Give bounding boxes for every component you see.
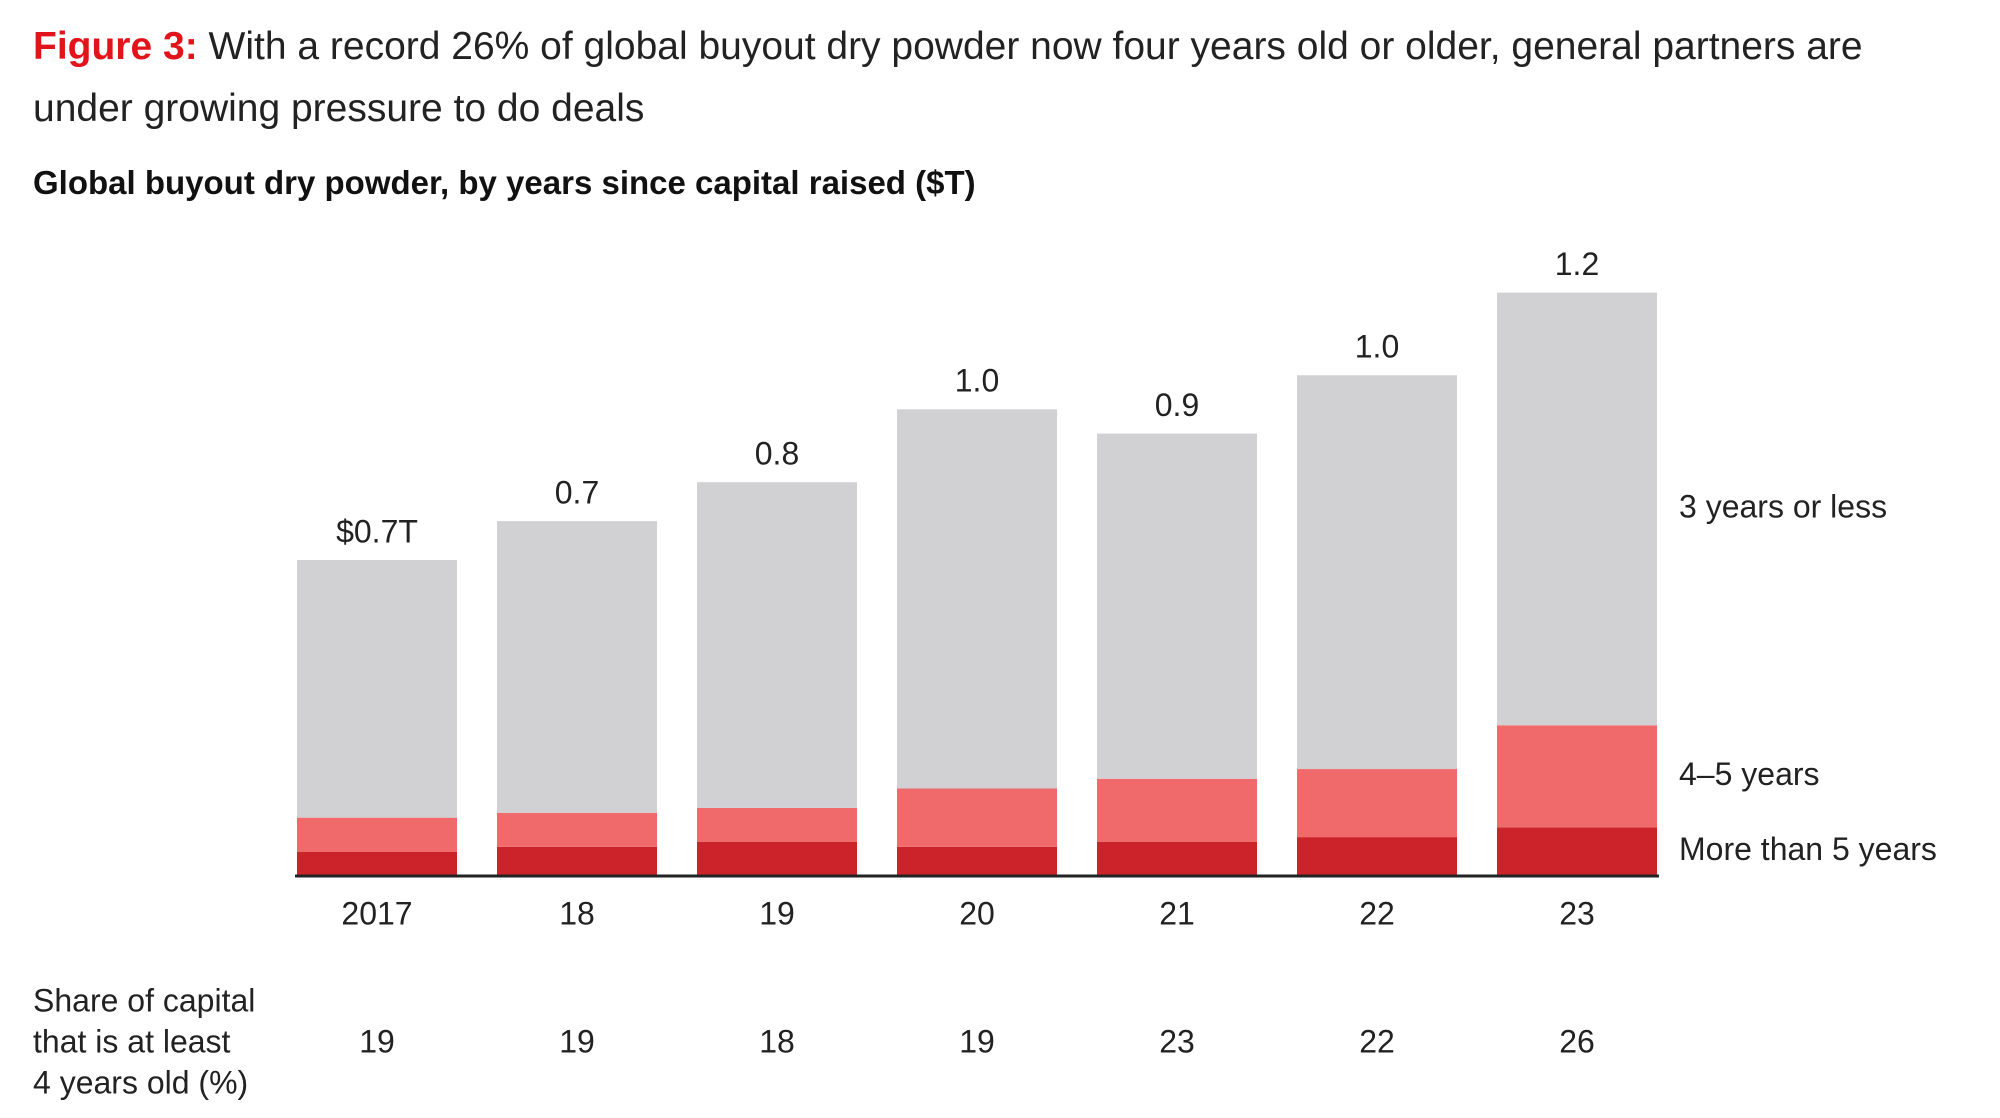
bar-segment xyxy=(1497,827,1657,876)
bar-segment xyxy=(1097,841,1257,876)
x-tick-label: 20 xyxy=(959,895,995,931)
bar-segment xyxy=(1097,778,1257,842)
total-label: 1.2 xyxy=(1555,246,1599,282)
total-label: 1.0 xyxy=(955,363,999,399)
bar-segment xyxy=(497,521,657,813)
x-tick-label: 19 xyxy=(759,895,795,931)
bar-segment xyxy=(897,409,1057,789)
total-label: 0.8 xyxy=(755,436,799,472)
total-label: $0.7T xyxy=(336,513,418,549)
bar-segment xyxy=(1497,725,1657,828)
bar-segment xyxy=(1097,433,1257,779)
bar-segment xyxy=(1297,769,1457,838)
x-tick-label: 21 xyxy=(1159,895,1195,931)
bar-segment xyxy=(1297,837,1457,876)
title-text: With a record 26% of global buyout dry p… xyxy=(33,25,1863,130)
share-value: 19 xyxy=(359,1023,395,1059)
bar-segment xyxy=(297,560,457,818)
title-prefix: Figure 3: xyxy=(33,25,198,68)
share-row-label: 4 years old (%) xyxy=(33,1064,248,1100)
share-value: 22 xyxy=(1359,1023,1395,1059)
x-tick-label: 2017 xyxy=(341,895,412,931)
bar-segment xyxy=(697,841,857,876)
share-row-label: Share of capital xyxy=(33,982,255,1018)
bar-segment xyxy=(297,851,457,876)
total-label: 0.9 xyxy=(1155,387,1199,423)
share-value: 26 xyxy=(1559,1023,1595,1059)
legend-label: 4–5 years xyxy=(1679,756,1820,792)
total-label: 1.0 xyxy=(1355,329,1399,365)
bar-segment xyxy=(297,817,457,852)
share-value: 18 xyxy=(759,1023,795,1059)
bar-segment xyxy=(697,482,857,808)
bar-segment xyxy=(897,846,1057,876)
bar-segment xyxy=(1497,292,1657,726)
total-label: 0.7 xyxy=(555,475,599,511)
share-value: 19 xyxy=(559,1023,595,1059)
chart-subtitle: Global buyout dry powder, by years since… xyxy=(33,164,976,201)
bar-segment xyxy=(1297,375,1457,770)
x-tick-label: 22 xyxy=(1359,895,1395,931)
bar-segment xyxy=(497,812,657,847)
share-value: 23 xyxy=(1159,1023,1195,1059)
x-tick-label: 18 xyxy=(559,895,595,931)
share-row-label: that is at least xyxy=(33,1023,231,1059)
bar-segment xyxy=(697,807,857,842)
bar-segment xyxy=(497,846,657,876)
x-tick-label: 23 xyxy=(1559,895,1595,931)
legend-label: More than 5 years xyxy=(1679,831,1937,867)
legend-label: 3 years or less xyxy=(1679,488,1887,524)
bar-segment xyxy=(897,788,1057,847)
share-value: 19 xyxy=(959,1023,995,1059)
chart-title: Figure 3: With a record 26% of global bu… xyxy=(33,16,1973,140)
